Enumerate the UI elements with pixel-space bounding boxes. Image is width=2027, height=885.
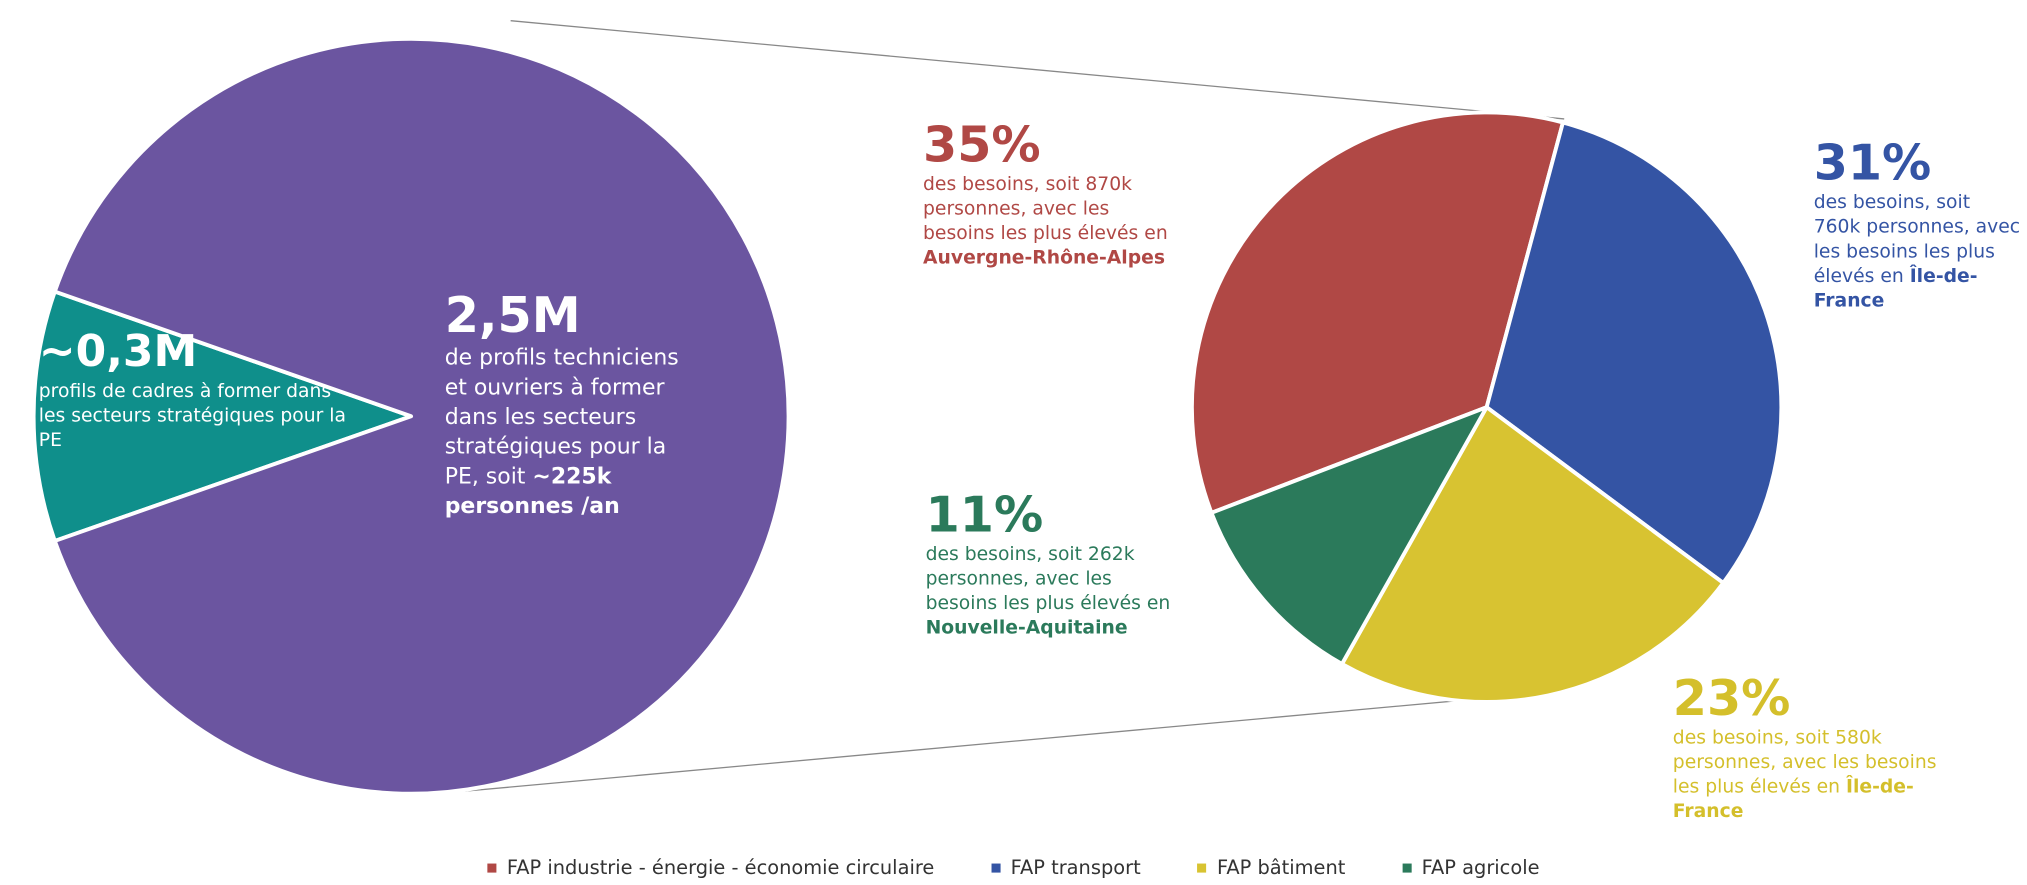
description-highlight: ~225k personnes /an	[444, 464, 620, 520]
description-highlight: Île-de-France	[1813, 266, 1978, 312]
description: profils de cadres à former dans les sect…	[39, 380, 362, 454]
legend-item: FAP agricole	[1402, 855, 1540, 880]
description: des besoins, soit 580k personnes, avec l…	[1673, 727, 1944, 825]
value-label: 35%	[923, 116, 1041, 174]
description-text: de profils techniciens et ouvriers à for…	[444, 345, 679, 490]
pie-slice	[52, 36, 791, 796]
value-label: 23%	[1672, 669, 1791, 727]
legend-label: FAP bâtiment	[1216, 855, 1346, 880]
value-label: ~0,3M	[38, 325, 198, 378]
pie-slice	[1209, 405, 1489, 666]
description-text: profils de cadres à former dans les sect…	[38, 381, 346, 452]
slice-label: 11% des besoins, soit 262k personnes, ave…	[926, 486, 1185, 641]
legend-item: FAP transport	[991, 855, 1141, 880]
description: des besoins, soit 262k personnes, avec l…	[926, 543, 1185, 641]
description-highlight: Île-de-France	[1672, 776, 1914, 823]
description-highlight: Auvergne-Rhône-Alpes	[923, 248, 1166, 269]
value-label: 2,5M	[444, 286, 581, 344]
description-text: des besoins, soit 580k personnes, avec l…	[1672, 727, 1937, 798]
legend-label: FAP agricole	[1421, 855, 1540, 880]
value-label: 11%	[925, 486, 1044, 543]
legend-label: FAP transport	[1010, 855, 1141, 880]
slice-label: 31% des besoins, soit 760k personnes, ave…	[1814, 134, 2021, 314]
description-text: des besoins, soit 870k personnes, avec l…	[923, 174, 1168, 245]
connector-line	[510, 20, 1565, 120]
description-text: des besoins, soit 262k personnes, avec l…	[925, 544, 1171, 615]
legend-item: FAP industrie - énergie - économie circu…	[487, 856, 934, 879]
legend-swatch	[487, 863, 497, 873]
pie-slice	[1340, 405, 1726, 704]
slice-label: 35% des besoins, soit 870k personnes, ave…	[923, 116, 1182, 271]
pie-slice	[31, 289, 414, 543]
legend: FAP industrie - énergie - économie circu…	[0, 856, 2027, 879]
legend-swatch	[1402, 863, 1412, 873]
legend-swatch	[991, 863, 1001, 873]
description: des besoins, soit 760k personnes, avec l…	[1814, 191, 2021, 314]
legend-label: FAP industrie - énergie - économie circu…	[506, 855, 935, 880]
pie-slice	[1484, 120, 1784, 585]
connector-line	[465, 697, 1487, 792]
description-highlight: Nouvelle-Aquitaine	[925, 617, 1128, 639]
legend-item: FAP bâtiment	[1197, 855, 1346, 880]
description: de profils techniciens et ouvriers à for…	[445, 344, 704, 522]
description-text: des besoins, soit 760k personnes, avec l…	[1813, 192, 2021, 287]
value-label: 31%	[1813, 134, 1932, 192]
slice-label: 2,5M de profils techniciens et ouvriers à…	[445, 287, 704, 522]
slice-label: 23% des besoins, soit 580k personnes, ave…	[1673, 670, 1944, 825]
description: des besoins, soit 870k personnes, avec l…	[923, 173, 1182, 271]
slice-label: ~0,3M profils de cadres à former dans les…	[39, 323, 362, 454]
legend-swatch	[1197, 863, 1207, 873]
